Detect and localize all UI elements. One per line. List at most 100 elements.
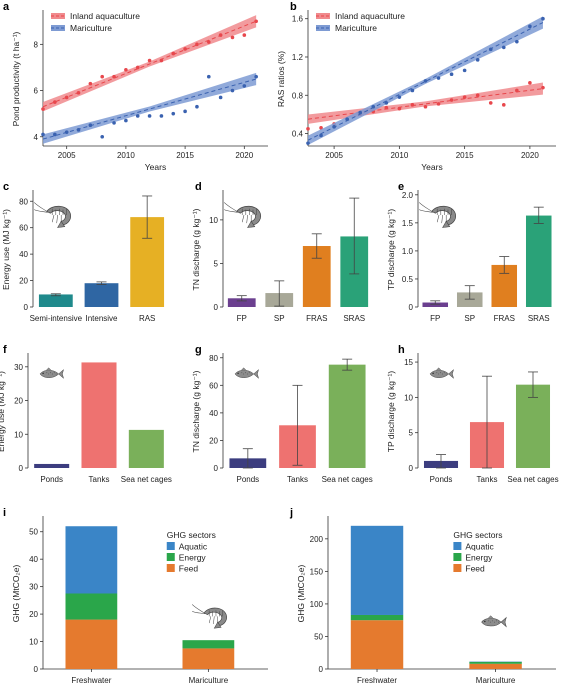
legend-title: GHG sectors	[167, 530, 216, 540]
y-tick-label: 1.0	[402, 247, 414, 256]
data-point	[195, 42, 199, 47]
fish-spot	[492, 620, 494, 622]
data-point	[230, 88, 235, 93]
shrimp-tail	[442, 220, 451, 228]
legend-swatch	[166, 564, 175, 572]
series-mariculture	[306, 16, 545, 145]
data-point	[541, 16, 545, 21]
data-point	[397, 106, 402, 111]
x-tick-label: FP	[430, 314, 440, 323]
chart-panel-e: e 0 0.5 1.0 1.5 2.0 TP discharge (g kg⁻¹) FP SP F…	[386, 181, 552, 323]
y-tick-label: 40	[209, 409, 218, 418]
x-tick-label: Ponds	[430, 475, 453, 484]
panel-label: j	[289, 507, 293, 519]
data-point	[135, 114, 140, 118]
data-point	[41, 132, 45, 137]
data-point	[76, 128, 81, 132]
data-point	[384, 105, 389, 110]
chart-panel-f: f 0 10 20 30 Energy use (MJ kg⁻¹) Ponds Tanks Se…	[0, 344, 172, 484]
y-tick-label: 0.5	[402, 275, 414, 284]
y-axis-label: TP discharge (g kg⁻¹)	[386, 209, 396, 291]
shrimp-legs	[241, 214, 252, 224]
y-tick-label: 4	[34, 133, 39, 142]
data-point	[206, 74, 211, 79]
y-axis-label: Energy use (MJ kg⁻¹)	[0, 371, 6, 452]
y-axis-label: RAS ratios (%)	[276, 51, 286, 107]
x-tick-label: 2005	[325, 151, 343, 160]
fish-spot	[55, 373, 57, 375]
bar-segment-feed	[182, 648, 235, 669]
fish-spot	[436, 372, 438, 374]
chart-panel-b: b 0.4 0.8 1.2 1.6 RAS ratios (%) 2005 2010 2015 2…	[276, 1, 556, 172]
shrimp-icon	[224, 202, 261, 228]
fish-spot	[50, 372, 51, 374]
y-tick-label: 20	[19, 277, 28, 286]
legend-label: Inland aquaculture	[335, 11, 405, 21]
y-tick-label: 0	[214, 464, 219, 473]
y-tick-label: 30	[29, 583, 38, 592]
fish-eye	[42, 372, 44, 375]
fish-spot	[243, 373, 245, 375]
fish-spot	[46, 372, 48, 374]
bar-segment-energy	[65, 593, 118, 620]
data-point	[306, 126, 310, 131]
legend-label: Feed	[465, 564, 485, 574]
y-tick-label: 0	[214, 303, 219, 312]
x-tick-label: 2015	[176, 151, 194, 160]
data-point	[319, 126, 323, 130]
y-tick-label: 2.0	[402, 191, 414, 200]
y-tick-label: 0	[319, 665, 324, 674]
fish-fin	[46, 367, 52, 371]
y-tick-label: 40	[19, 250, 28, 259]
y-tick-label: 0	[24, 303, 29, 312]
data-point	[64, 130, 69, 134]
data-point	[53, 132, 57, 137]
data-point	[171, 51, 176, 56]
legend-swatch	[166, 553, 175, 561]
fish-spot	[438, 373, 440, 375]
fish-spot	[250, 373, 252, 375]
data-point	[76, 91, 81, 95]
data-point	[41, 107, 45, 111]
x-tick-label: Semi-intensive	[30, 314, 83, 323]
y-tick-label: 0	[409, 303, 414, 312]
legend-swatch	[453, 553, 462, 561]
data-point	[410, 103, 415, 107]
shrimp-legs	[208, 616, 218, 624]
bar	[38, 294, 73, 307]
data-point	[462, 95, 467, 99]
data-point	[159, 58, 164, 63]
fish-eye	[432, 372, 434, 375]
x-tick-label: 2010	[117, 151, 135, 160]
legend-label: Aquatic	[465, 542, 494, 552]
y-tick-label: 10	[29, 638, 38, 647]
fish-spot	[496, 620, 497, 622]
data-point	[371, 104, 376, 109]
data-point	[171, 111, 176, 116]
fish-fin	[436, 367, 442, 371]
shrimp-legs	[51, 214, 62, 224]
y-tick-label: 80	[209, 354, 218, 363]
y-tick-label: 0.8	[292, 91, 304, 100]
data-point	[358, 110, 363, 115]
y-tick-label: 8	[34, 40, 39, 49]
data-point	[332, 125, 336, 129]
fish-spot	[241, 372, 243, 374]
fish-tail	[58, 368, 65, 380]
chart-panel-c: c 0 20 40 60 80 Energy use (MJ kg⁻¹) Semi-inten…	[1, 181, 165, 323]
data-point	[488, 101, 493, 105]
chart-panel-d: d 0 5 10 TN discharge (g kg⁻¹) FP SP FRAS SRAS	[191, 181, 369, 323]
y-tick-label: 0	[19, 464, 24, 473]
data-point	[100, 134, 105, 139]
fish-icon	[481, 615, 507, 628]
shrimp-icon	[419, 202, 456, 228]
x-tick-label: 2020	[235, 151, 253, 160]
chart-panel-j: j 0 50 100 150 200 GHG (MtCO₂e) Freshwater Maric…	[289, 507, 556, 685]
data-point	[218, 33, 223, 37]
confidence-band	[43, 72, 257, 144]
chart-panel-h: h 0 5 10 15 TP discharge (g kg⁻¹) Ponds Tanks Se…	[386, 344, 559, 484]
y-tick-label: 10	[14, 430, 23, 439]
shrimp-legs	[436, 214, 447, 224]
data-point	[195, 104, 199, 109]
